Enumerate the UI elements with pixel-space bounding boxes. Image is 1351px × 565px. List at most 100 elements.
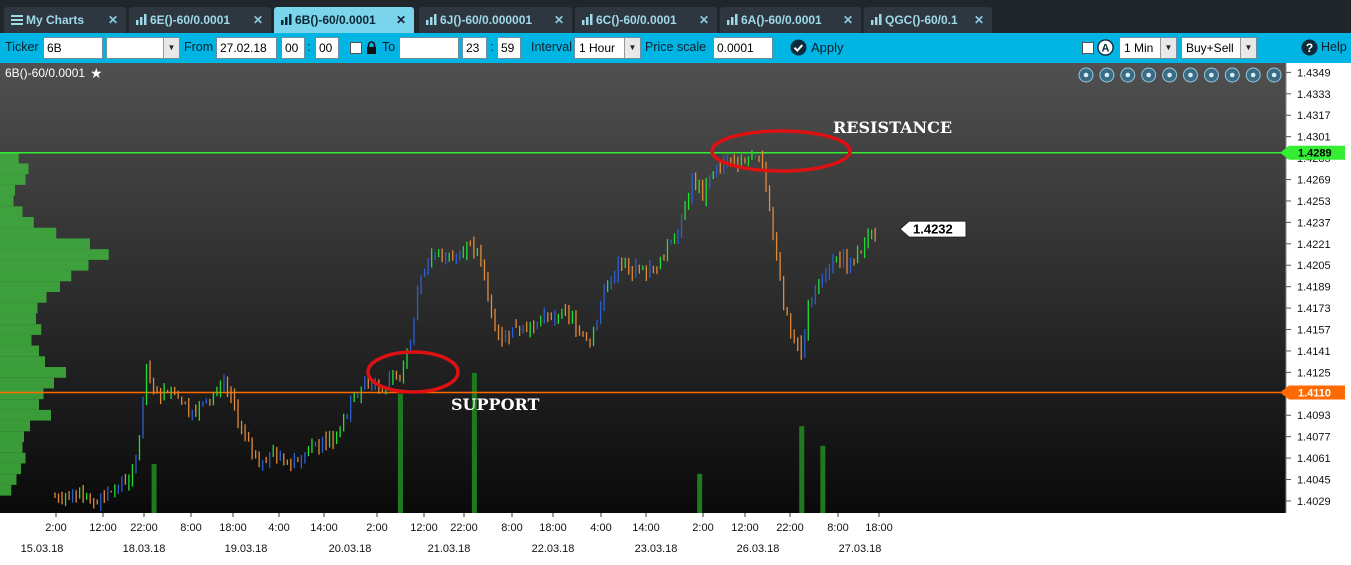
time-axis-svg: 2:00 12:00 22:00 8:00 18:00 4:00 14:00 2:00 12:0… [21,513,893,555]
support-price-label: 1.4110 [1298,387,1331,399]
volume-bar [799,426,805,513]
tab-6b[interactable]: 6B()-60/0.0001 ✕ [274,7,414,33]
volume-profile-bar [0,377,54,389]
tab-label: 6C()-60/0.0001 [596,13,677,27]
interval-select[interactable]: 1 Hour ▼ [574,37,641,59]
tab-label: 6B()-60/0.0001 [295,13,376,27]
volume-profile-bar [0,388,44,400]
price-chart[interactable]: RESISTANCE SUPPORT 1.4232 1.4349 1.4333 1.43… [0,63,1351,513]
expand-icon-glyph [1230,72,1235,78]
date-lock-checkbox[interactable] [350,42,362,54]
tab-my-charts[interactable]: My Charts ✕ [4,7,126,33]
resistance-annotation: RESISTANCE [833,118,952,137]
volume-profile-bar [0,281,60,293]
volume-profile-bar [0,345,39,357]
interval-label: Interval [531,40,572,54]
check-circle-icon [790,39,807,59]
price-tick-label: 1.4237 [1297,217,1331,229]
time-tick-label: 8:00 [827,522,848,534]
side-select[interactable]: Buy+Sell ▼ [1181,37,1257,59]
help-icon[interactable]: ? [1301,39,1318,59]
to-minute-input[interactable]: 59 [497,37,521,59]
tab-qgc[interactable]: QGC()-60/0.1 ✕ [864,7,992,33]
price-scale-input[interactable]: 0.0001 [713,37,773,59]
to-hour-input[interactable]: 23 [462,37,487,59]
price-tick-label: 1.4157 [1297,325,1331,337]
sub-interval-select[interactable]: 1 Min ▼ [1119,37,1177,59]
close-icon[interactable]: ✕ [973,13,984,27]
volume-profile-bar [0,195,14,207]
time-axis: 2:00 12:00 22:00 8:00 18:00 4:00 14:00 2:00 12:0… [0,513,1351,560]
time-tick-label: 22:00 [450,522,478,534]
from-label: From [184,40,214,54]
time-tick-label: 18:00 [539,522,567,534]
to-date-input[interactable] [399,37,459,59]
resistance-circle [710,129,852,173]
support-annotation: SUPPORT [451,395,540,414]
close-icon[interactable]: ✕ [252,13,263,27]
volume-profile-bar [0,409,51,421]
date-label: 20.03.18 [329,543,372,555]
time-tick-label: 12:00 [731,522,759,534]
volume-profile-bar [0,313,36,325]
price-tick-label: 1.4141 [1297,346,1331,358]
refresh-icon-glyph [1188,72,1193,78]
from-date-input[interactable]: 27.02.18 [216,37,277,59]
tab-bar: My Charts ✕ 6E()-60/0.0001 ✕ 6B()-60/0.0001 ✕… [0,0,1351,33]
tab-6a[interactable]: 6A()-60/0.0001 ✕ [720,7,861,33]
volume-profile-bar [0,206,23,218]
last-price-label: 1.4232 [913,222,953,237]
help-link[interactable]: Help [1321,40,1347,54]
volume-profile-bar [0,463,21,475]
close-icon[interactable]: ✕ [698,13,709,27]
tab-6c[interactable]: 6C()-60/0.0001 ✕ [575,7,717,33]
time-tick-label: 12:00 [89,522,117,534]
favorite-star-icon[interactable]: ★ [90,66,103,82]
from-hour-input[interactable]: 00 [281,37,305,59]
volume-profile-bar [0,238,90,250]
to-label: To [382,40,396,54]
volume-bar [397,394,403,513]
chevron-down-icon: ▼ [1160,38,1176,58]
time-tick-label: 22:00 [130,522,158,534]
volume-profile-bar [0,270,72,282]
price-tick-label: 1.4253 [1297,196,1331,208]
time-tick-label: 18:00 [219,522,247,534]
toolbar: Ticker 6B ▼ From 27.02.18 00 : 00 To 23 … [0,33,1351,63]
volume-profile-bar [0,174,26,185]
ticker-input[interactable]: 6B [43,37,103,59]
resistance-price-tag [1280,145,1345,160]
price-tick-label: 1.4077 [1297,432,1331,444]
volume-profile-bar [0,227,57,239]
time-separator: : [307,40,311,54]
chevron-down-icon: ▼ [163,38,179,58]
ticker-select[interactable]: ▼ [106,37,180,59]
time-tick-label: 8:00 [180,522,201,534]
close-icon[interactable]: ✕ [553,13,564,27]
tab-6j[interactable]: 6J()-60/0.000001 ✕ [419,7,572,33]
volume-profile-bar [0,367,66,378]
price-tick-label: 1.4349 [1297,67,1331,79]
price-tick-label: 1.4317 [1297,110,1331,122]
volume-profile-bar [0,474,17,485]
close-icon-glyph [1250,72,1256,78]
close-icon[interactable]: ✕ [842,13,853,27]
zoom-out-icon-glyph [1125,72,1131,78]
close-icon[interactable]: ✕ [395,13,406,27]
draw-icon-glyph [1167,72,1172,78]
time-tick-label: 12:00 [410,522,438,534]
auto-scale-icon[interactable]: A [1097,39,1114,59]
date-label: 23.03.18 [635,543,678,555]
volume-profile-bar [0,484,12,496]
side-value: Buy+Sell [1186,41,1234,55]
plot-background [0,63,1286,513]
tab-6e[interactable]: 6E()-60/0.0001 ✕ [129,7,271,33]
auto-checkbox[interactable] [1082,42,1094,54]
close-icon[interactable]: ✕ [107,13,118,27]
support-price-tag [1280,385,1345,400]
time-tick-label: 14:00 [632,522,660,534]
volume-bar [820,445,826,513]
from-minute-input[interactable]: 00 [315,37,339,59]
apply-label: Apply [811,40,844,55]
price-scale-label: Price scale [645,40,707,54]
